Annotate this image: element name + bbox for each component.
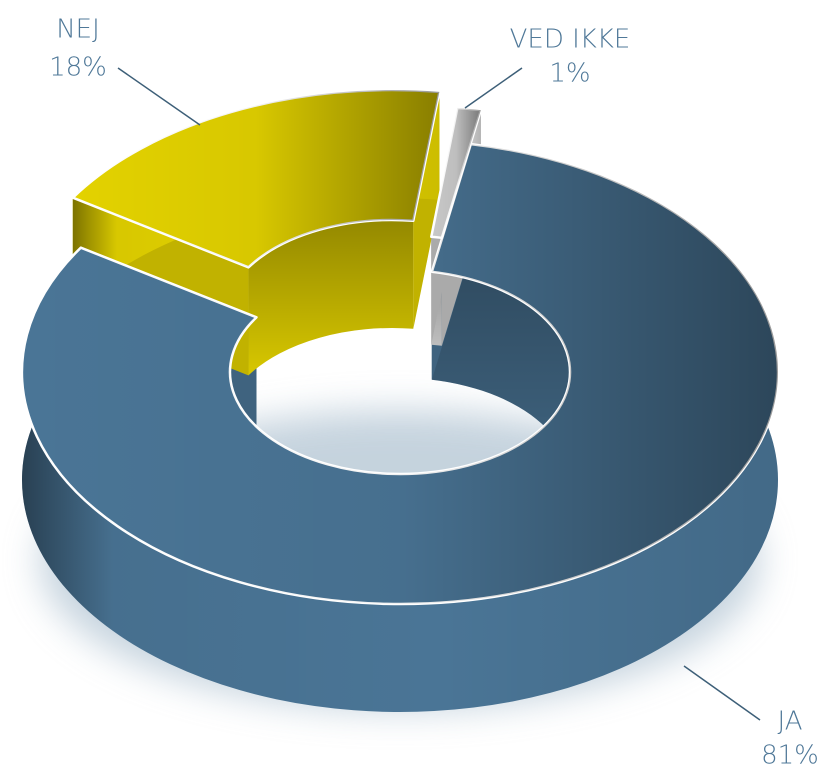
inner-wall-shade xyxy=(248,220,414,376)
value-label: 1% xyxy=(549,59,590,89)
category-label: NEJ xyxy=(56,15,100,45)
slice-shade xyxy=(431,107,481,238)
leader-line xyxy=(117,67,201,126)
slice-shade xyxy=(72,89,440,268)
tops xyxy=(20,88,780,606)
value-label: 81% xyxy=(761,741,819,771)
leader-line xyxy=(464,67,523,109)
category-label: JA xyxy=(778,707,803,737)
labels: JA 81% NEJ 18% VED IKKE 1% xyxy=(49,15,819,771)
value-label: 18% xyxy=(49,53,107,83)
leader-line xyxy=(683,665,761,721)
slice-shade xyxy=(21,144,778,604)
category-label: VED IKKE xyxy=(510,25,631,55)
